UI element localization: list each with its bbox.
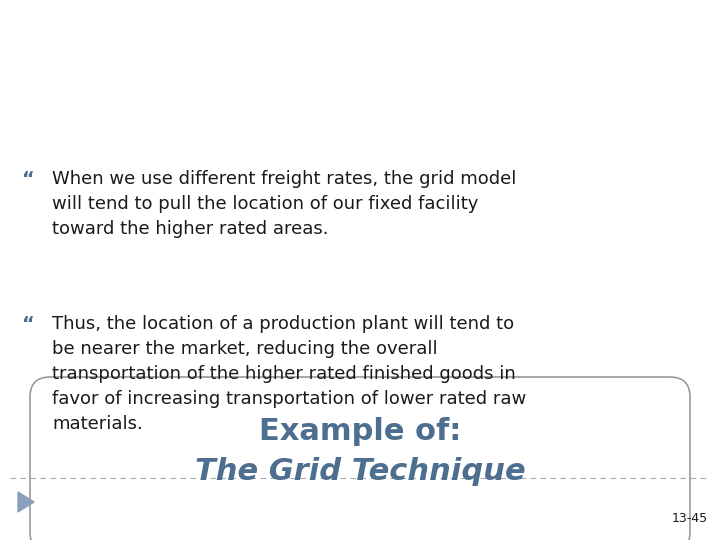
Text: “: “ (22, 315, 35, 334)
Text: When we use different freight rates, the grid model
will tend to pull the locati: When we use different freight rates, the… (52, 170, 516, 238)
Polygon shape (18, 492, 34, 512)
Text: Thus, the location of a production plant will tend to
be nearer the market, redu: Thus, the location of a production plant… (52, 315, 526, 433)
Text: The Grid Technique: The Grid Technique (194, 457, 526, 487)
Text: Example of:: Example of: (258, 417, 462, 447)
Text: 13-45: 13-45 (672, 512, 708, 525)
FancyBboxPatch shape (30, 377, 690, 540)
Text: “: “ (22, 170, 35, 189)
